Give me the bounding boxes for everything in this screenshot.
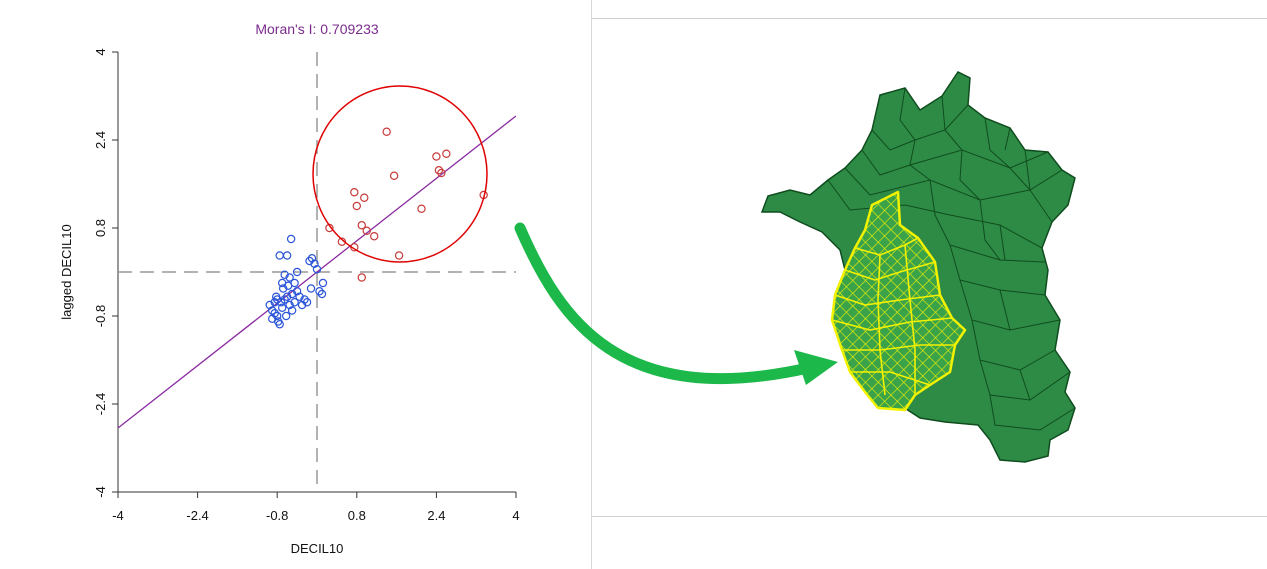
low-value-point (265, 300, 274, 310)
high-value-point (394, 251, 404, 260)
cluster-inner-borders (831, 237, 955, 396)
low-value-point (290, 278, 299, 288)
low-value-point (292, 287, 302, 296)
low-value-point (268, 306, 277, 315)
low-value-point (278, 284, 288, 293)
high-value-point (434, 166, 444, 175)
high-value-point (362, 226, 371, 235)
chart-title: Moran's I: 0.709233 (255, 21, 379, 37)
green-arrow-shaft (514, 222, 814, 385)
low-value-point (317, 289, 327, 299)
y-tick-label: -4 (93, 486, 108, 498)
regression-line (118, 115, 516, 429)
low-value-point (285, 273, 294, 282)
y-tick-label: -0.8 (93, 305, 108, 327)
high-value-point (352, 201, 361, 211)
low-value-point (285, 300, 294, 310)
high-value-point (370, 232, 379, 241)
high-value-point (389, 171, 399, 180)
low-value-point (312, 265, 322, 274)
low-value-point (275, 251, 284, 260)
high-value-point (360, 193, 369, 202)
low-value-point (268, 314, 277, 323)
top-divider (592, 18, 1267, 19)
low-value-point (287, 306, 297, 315)
low-value-point (281, 311, 291, 321)
high-value-point (442, 149, 451, 158)
y-axis-label: lagged DECIL10 (59, 224, 74, 319)
municipality-borders (827, 87, 1076, 431)
low-value-point (310, 259, 319, 268)
y-tick-label: -2.4 (93, 393, 108, 415)
high-value-point (382, 127, 391, 136)
bottom-divider (592, 516, 1267, 517)
low-value-point (272, 292, 281, 301)
low-value-point (290, 298, 299, 307)
low-value-point (300, 295, 309, 304)
regression-line-group (118, 115, 516, 429)
y-tick-label: 2.4 (93, 131, 108, 149)
low-value-point (277, 278, 287, 288)
x-tick-label: 0.8 (348, 508, 366, 523)
high-value-point (432, 152, 441, 161)
low-value-point (280, 270, 289, 279)
low-value-point (302, 298, 312, 307)
low-value-point (270, 309, 279, 318)
low-value-point (297, 300, 307, 310)
y-tick-label: 0.8 (93, 219, 108, 237)
data-points (265, 127, 488, 329)
x-tick-label: 4 (512, 508, 519, 523)
low-value-point (318, 278, 328, 288)
low-value-point (270, 298, 279, 307)
low-value-point (275, 320, 284, 329)
high-value-point (417, 204, 426, 213)
high-value-point (350, 188, 359, 197)
moran-scatterplot-panel (0, 0, 592, 569)
low-value-point (282, 292, 292, 301)
low-value-point (307, 254, 317, 263)
green-arrow-head (794, 350, 838, 385)
high-value-point (437, 168, 446, 178)
low-value-point (273, 311, 282, 321)
low-value-point (305, 256, 314, 266)
highlight-circle (312, 85, 488, 263)
x-axis-label: DECIL10 (291, 541, 344, 556)
low-value-point (277, 303, 287, 312)
x-tick-label: -4 (112, 508, 124, 523)
moran-scatterplot: Moran's I: 0.709233 -4 -2.4 -0.8 0.8 2.4 4-4-… (59, 21, 520, 556)
y-tick-label: 4 (93, 48, 108, 55)
low-value-point (287, 289, 297, 299)
high-value-point (357, 273, 366, 282)
low-value-point (306, 284, 316, 293)
low-value-point (286, 234, 296, 244)
high-value-point (357, 221, 366, 230)
low-value-point (315, 287, 324, 296)
x-tick-label: -0.8 (266, 508, 288, 523)
low-value-point (295, 292, 304, 301)
axes: -4 -2.4 -0.8 0.8 2.4 4 -4 -2.4 -0.8 0.8 2.4 4 (93, 48, 520, 523)
x-tick-label: -2.4 (186, 508, 208, 523)
low-value-point (292, 267, 302, 277)
x-tick-label: 2.4 (427, 508, 445, 523)
